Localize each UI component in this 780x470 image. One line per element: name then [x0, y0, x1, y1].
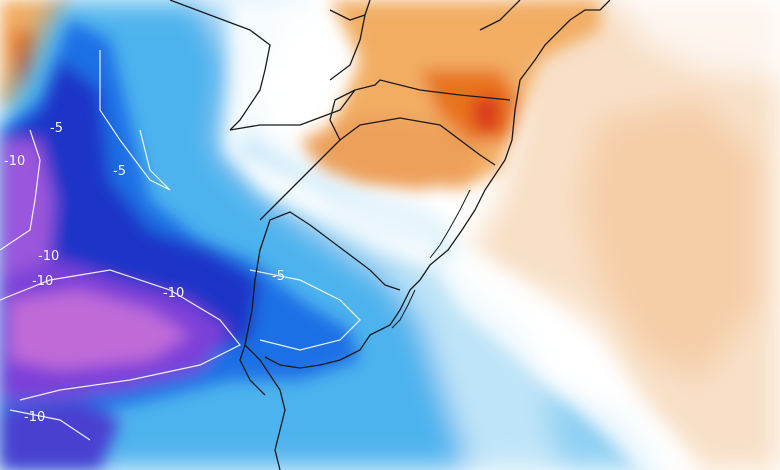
contour-lines [0, 50, 361, 441]
warm-anomaly-field [470, 0, 780, 470]
contour-label: -10 [38, 249, 60, 264]
lagoa-mirim [391, 289, 416, 329]
transition-band [225, 0, 700, 470]
argentina-border-north [229, 89, 356, 131]
atlantic-coastline [264, 0, 611, 369]
argentina-inland-border [239, 344, 266, 396]
cold-core-field [0, 20, 360, 470]
contour-label: -10 [32, 274, 54, 289]
contour-label: -5 [272, 269, 285, 284]
contour-label: -10 [163, 286, 185, 301]
rio-grande-do-sul-border [259, 117, 496, 221]
contour-label: -10 [4, 154, 26, 169]
contour-label: -5 [50, 121, 63, 136]
sp-border [479, 0, 521, 31]
rio-de-la-plata-coast [244, 344, 286, 470]
uruguay-border [244, 211, 401, 346]
contour-label: -5 [113, 164, 126, 179]
ms-border [329, 9, 366, 21]
political-borders [169, 0, 611, 470]
contour-label: -10 [24, 410, 46, 425]
lagoa-dos-patos [429, 189, 471, 259]
paraguay-border [169, 0, 271, 131]
parana-border [329, 0, 371, 81]
